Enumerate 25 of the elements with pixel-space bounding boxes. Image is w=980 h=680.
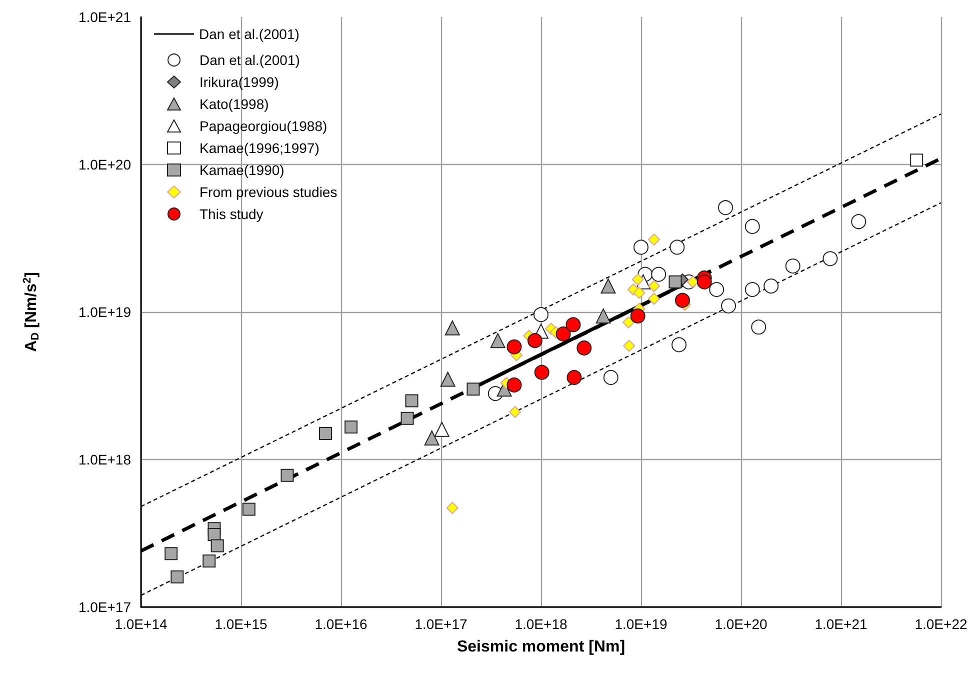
x-tick-label: 1.0E+18 [514,616,568,632]
y-axis-title: AD [Nm/s2] [22,272,42,352]
legend-label: Dan et al.(2001) [199,26,300,42]
x-tick-label: 1.0E+14 [114,616,168,632]
legend-label: Kato(1998) [200,96,269,112]
x-tick-label: 1.0E+21 [814,616,868,632]
legend-label: From previous studies [200,184,338,200]
x-tick-label: 1.0E+22 [914,616,968,632]
legend-label: Papageorgiou(1988) [200,118,328,134]
legend-label: Kamae(1996;1997) [200,140,320,156]
x-tick-label: 1.0E+17 [414,616,468,632]
y-tick-label: 1.0E+19 [78,304,132,320]
x-axis-title: Seismic moment [Nm] [456,638,626,656]
y-tick-label: 1.0E+21 [78,9,132,25]
x-tick-label: 1.0E+16 [314,616,368,632]
y-tick-label: 1.0E+20 [78,156,132,172]
legend-label: Kamae(1990) [200,162,284,178]
x-tick-label: 1.0E+15 [214,616,268,632]
y-tick-label: 1.0E+17 [78,599,132,615]
x-tick-label: 1.0E+19 [614,616,668,632]
legend-label: Irikura(1999) [200,74,279,90]
x-tick-label: 1.0E+20 [714,616,768,632]
y-tick-label: 1.0E+18 [78,452,132,468]
legend-label: This study [200,206,264,222]
legend-label: Dan et al.(2001) [200,52,300,68]
